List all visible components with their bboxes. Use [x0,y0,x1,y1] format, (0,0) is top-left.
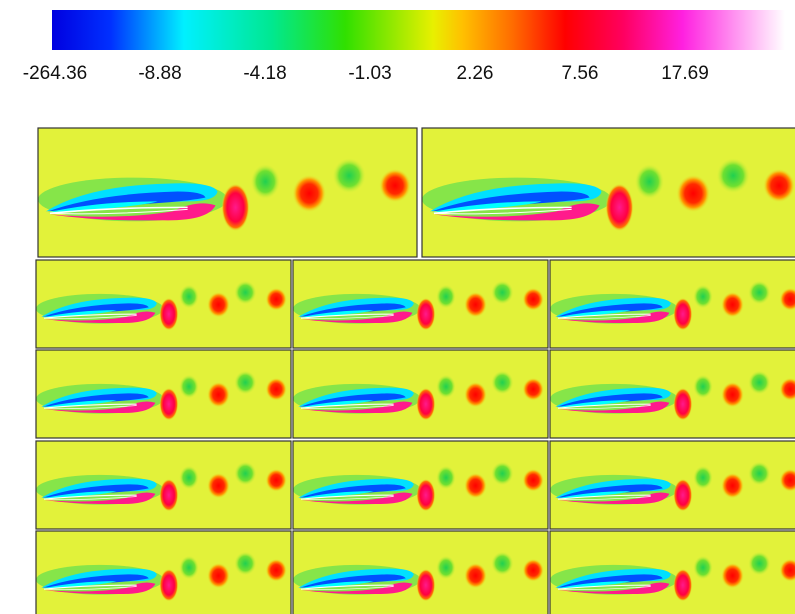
colorbar-label: -8.88 [138,63,181,84]
flow-panel [38,128,417,257]
panel-grid [36,260,795,614]
colorbar-labels: -264.36 -8.88 -4.18 -1.03 2.26 7.56 17.6… [23,63,709,84]
panels [38,128,795,257]
colorbar-label: -4.18 [243,63,286,84]
flow-panel [36,260,291,348]
flow-panel [293,260,548,348]
flow-panel [36,531,291,614]
flow-panel [293,441,548,529]
colorbar-label: -1.03 [348,63,391,84]
colorbar-label: 17.69 [661,63,709,84]
flow-panel [293,350,548,438]
flow-panel [550,350,795,438]
flow-panel [550,531,795,614]
figure: -264.36 -8.88 -4.18 -1.03 2.26 7.56 17.6… [0,0,795,614]
flow-panel [550,441,795,529]
flow-panel [293,531,548,614]
colorbar [52,10,785,50]
colorbar-label: -264.36 [23,63,87,84]
colorbar-label: 7.56 [562,63,599,84]
flow-panel [36,441,291,529]
flow-panel [422,128,795,257]
flow-panel [550,260,795,348]
flow-panel [36,350,291,438]
colorbar-label: 2.26 [457,63,494,84]
